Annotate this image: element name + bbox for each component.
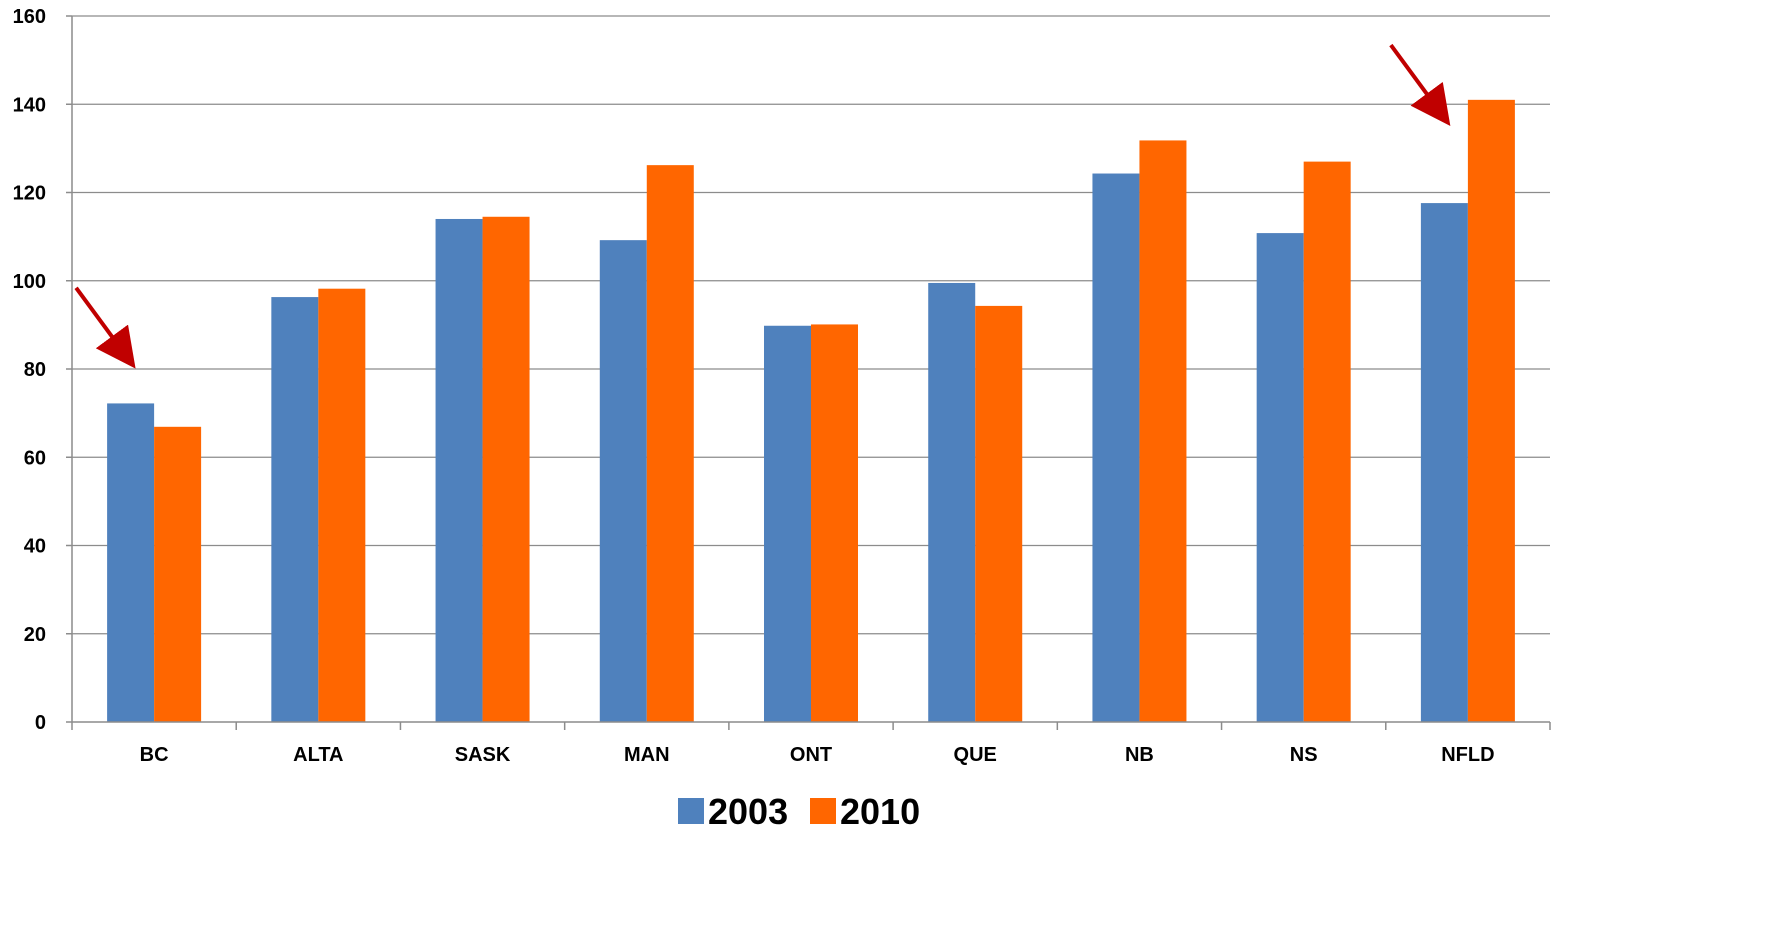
- bars: [107, 99, 1515, 723]
- annotations: [74, 43, 1451, 369]
- y-tick-label: 100: [13, 271, 46, 293]
- x-tick-label: NS: [1290, 744, 1318, 766]
- axes: [66, 15, 1551, 730]
- bar-2003-BC: [107, 403, 155, 722]
- bar-2010-MAN: [646, 165, 694, 722]
- arrow-down-right-icon: [1389, 43, 1451, 126]
- bar-2003-SASK: [435, 218, 483, 722]
- y-tick-label: 0: [35, 712, 46, 734]
- bar-2010-BC: [154, 426, 202, 722]
- x-tick-label: ALTA: [293, 744, 343, 766]
- bar-2003-ALTA: [271, 297, 319, 722]
- bar-2010-NB: [1139, 140, 1187, 722]
- x-tick-label: QUE: [954, 744, 997, 766]
- y-tick-label: 160: [13, 6, 46, 28]
- y-tick-label: 20: [24, 624, 46, 646]
- bar-2003-QUE: [928, 282, 976, 722]
- x-tick-label: BC: [140, 744, 169, 766]
- bar-2010-QUE: [975, 305, 1023, 722]
- bar-2010-ONT: [811, 324, 858, 722]
- x-tick-label: MAN: [624, 744, 670, 766]
- legend: 2003 2010: [678, 791, 920, 832]
- bar-2003-NFLD: [1420, 203, 1468, 723]
- y-tick-label: 40: [24, 536, 46, 558]
- bar-2003-ONT: [764, 325, 811, 722]
- bar-2010-NFLD: [1467, 99, 1515, 722]
- legend-label-2010: 2010: [840, 791, 920, 832]
- x-tick-label: NB: [1125, 744, 1154, 766]
- arrow-down-right-icon: [74, 286, 136, 369]
- y-tick-label: 140: [13, 94, 46, 116]
- bar-2003-MAN: [599, 240, 647, 722]
- tick-labels: 0 20 40 60 80 100 120 140 160 BC ALTA SASK MAN ONT QUE…: [13, 6, 1495, 766]
- bar-2010-ALTA: [318, 288, 366, 722]
- y-tick-label: 120: [13, 183, 46, 205]
- bar-2003-NB: [1092, 173, 1140, 722]
- legend-swatch-2010: [810, 798, 836, 824]
- bar-2010-NS: [1303, 161, 1351, 723]
- y-tick-label: 80: [24, 359, 46, 381]
- bar-2010-SASK: [482, 216, 530, 723]
- legend-swatch-2003: [678, 798, 704, 824]
- y-tick-label: 60: [24, 447, 46, 469]
- bar-2003-NS: [1256, 233, 1304, 722]
- x-tick-label: ONT: [790, 744, 832, 766]
- x-tick-label: NFLD: [1441, 744, 1494, 766]
- legend-label-2003: 2003: [708, 791, 788, 832]
- x-tick-label: SASK: [455, 744, 511, 766]
